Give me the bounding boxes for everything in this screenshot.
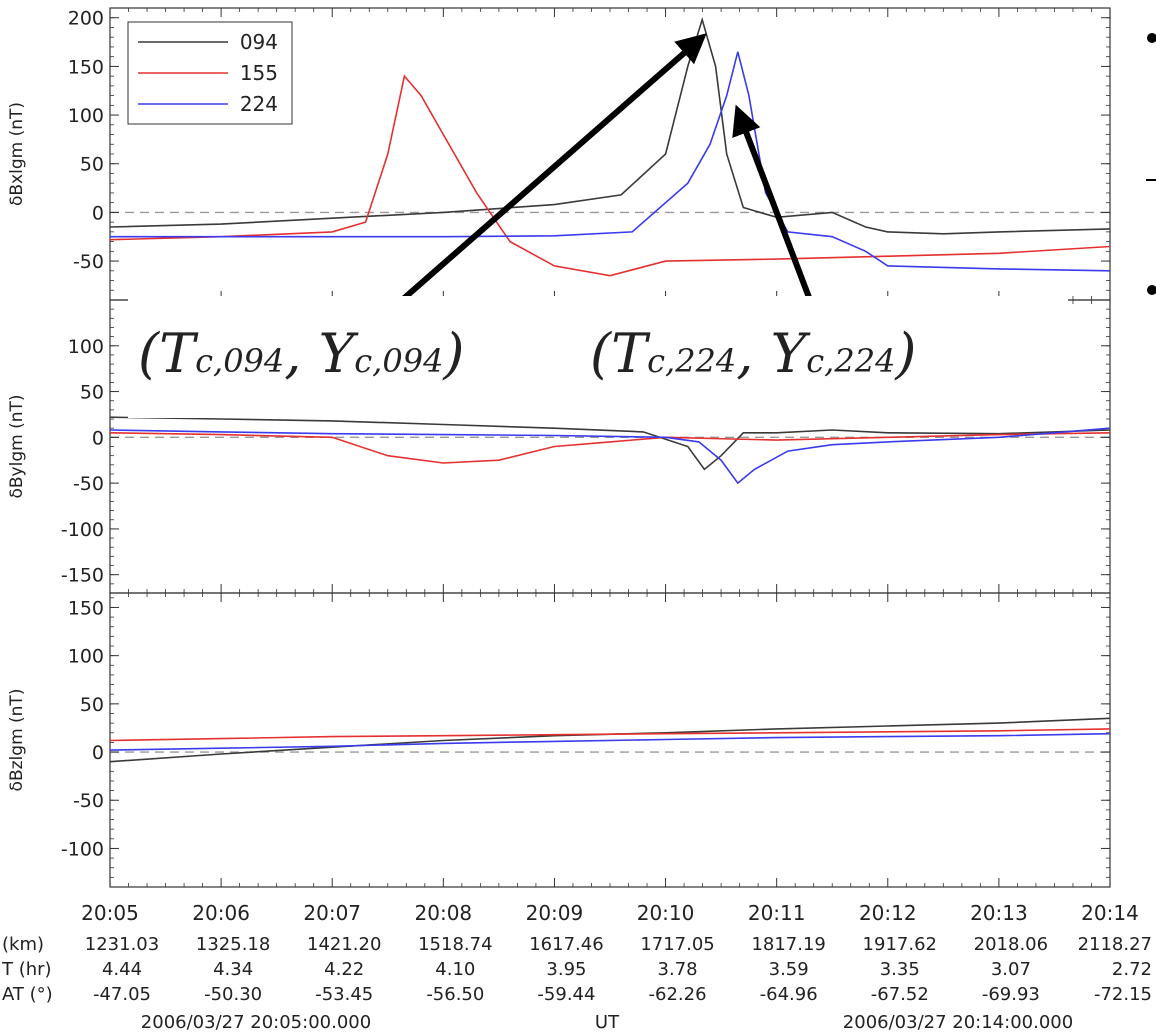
footer-axis-label: UT	[595, 1012, 620, 1033]
row-value: 2118.27	[1078, 934, 1152, 955]
row-value: 4.10	[435, 959, 475, 980]
row-value: -67.52	[871, 984, 929, 1005]
row-value: -72.15	[1094, 984, 1152, 1005]
y-tick-label: 50	[80, 382, 104, 404]
row-value: 1717.05	[640, 934, 714, 955]
peak-arrow-2	[732, 104, 813, 302]
y-tick-label: 50	[80, 154, 104, 176]
footer-end-time: 2006/03/27 20:14:00.000	[843, 1012, 1073, 1033]
row-label: AT (°)	[2, 984, 53, 1005]
y-tick-label: 0	[92, 427, 104, 449]
y-tick-label: -150	[61, 565, 104, 587]
row-value: 1617.46	[529, 934, 603, 955]
series-line-094-panel-1	[109, 16, 1111, 235]
peak-coordinate-labels: (Tc,094, Yc,094) (Tc,224, Yc,224)	[128, 296, 1068, 418]
row-value: -69.93	[982, 984, 1040, 1005]
y-tick-label: -100	[61, 838, 104, 860]
x-tick-label: 20:13	[970, 901, 1028, 925]
series-line-155-panel-3	[109, 728, 1111, 742]
bullet-mark	[1147, 33, 1156, 43]
y-tick-label: -50	[73, 473, 104, 495]
y-tick-label: 100	[68, 105, 104, 127]
peak-label-224: (Tc,224, Yc,224)	[590, 322, 917, 385]
row-value: 2.72	[1112, 959, 1152, 980]
row-value: 2018.06	[974, 934, 1048, 955]
y-tick-label: 100	[68, 646, 104, 668]
x-tick-label: 20:05	[81, 901, 139, 925]
x-tick-label: 20:10	[637, 901, 695, 925]
bullet-mark	[1147, 285, 1156, 295]
row-value: 1917.62	[863, 934, 937, 955]
y-axis-label: δBxlgm (nT)	[7, 102, 27, 206]
row-value: 1817.19	[751, 934, 825, 955]
row-value: -64.96	[760, 984, 818, 1005]
y-tick-label: 150	[68, 597, 104, 619]
row-value: -47.05	[93, 984, 151, 1005]
y-tick-label: 0	[92, 202, 104, 224]
series-line-094-panel-2	[109, 416, 1111, 471]
row-value: 1421.20	[307, 934, 381, 955]
series-line-224-panel-1	[110, 51, 1111, 272]
row-value: 3.35	[880, 959, 920, 980]
y-tick-label: 150	[68, 56, 104, 78]
row-value: 4.34	[213, 959, 253, 980]
series-line-155-panel-2	[109, 432, 1111, 464]
row-value: -62.26	[649, 984, 707, 1005]
peak-label-094: (Tc,094, Yc,094)	[138, 322, 465, 385]
x-tick-label: 20:11	[748, 901, 806, 925]
legend-label-155: 155	[240, 61, 278, 85]
y-tick-label: 0	[92, 742, 104, 764]
series-line-224-panel-2	[109, 427, 1111, 485]
row-value: 4.22	[324, 959, 364, 980]
x-tick-label: 20:07	[303, 901, 361, 925]
y-tick-label: -100	[61, 519, 104, 541]
row-value: -59.44	[537, 984, 595, 1005]
row-value: 1518.74	[418, 934, 492, 955]
legend-label-094: 094	[240, 30, 278, 54]
x-tick-label: 20:06	[192, 901, 250, 925]
x-tick-label: 20:12	[859, 901, 917, 925]
y-axis-label: δBylgm (nT)	[7, 394, 27, 498]
x-tick-label: 20:09	[526, 901, 584, 925]
y-tick-label: -50	[73, 251, 104, 273]
row-value: 1231.03	[85, 934, 159, 955]
peak-arrow-1	[400, 33, 707, 303]
row-value: 3.78	[658, 959, 698, 980]
row-value: -56.50	[426, 984, 484, 1005]
series-line-224-panel-3	[109, 732, 1111, 751]
row-value: -50.30	[204, 984, 262, 1005]
y-tick-label: 100	[68, 336, 104, 358]
row-value: -53.45	[315, 984, 373, 1005]
row-value: 1325.18	[196, 934, 270, 955]
row-value: 3.07	[991, 959, 1031, 980]
y-tick-label: -50	[73, 790, 104, 812]
y-tick-label: 50	[80, 694, 104, 716]
footer-start-time: 2006/03/27 20:05:00.000	[141, 1012, 371, 1033]
x-tick-label: 20:14	[1081, 901, 1139, 925]
row-value: 3.59	[769, 959, 809, 980]
row-value: 3.95	[546, 959, 586, 980]
row-value: 4.44	[102, 959, 142, 980]
y-axis-label: δBzlgm (nT)	[7, 689, 27, 792]
row-label: (km)	[2, 934, 44, 955]
legend-label-224: 224	[240, 92, 278, 116]
series-line-155-panel-1	[109, 74, 1111, 277]
row-label: T (hr)	[1, 959, 52, 980]
y-tick-label: 200	[68, 8, 104, 30]
x-tick-label: 20:08	[415, 901, 473, 925]
